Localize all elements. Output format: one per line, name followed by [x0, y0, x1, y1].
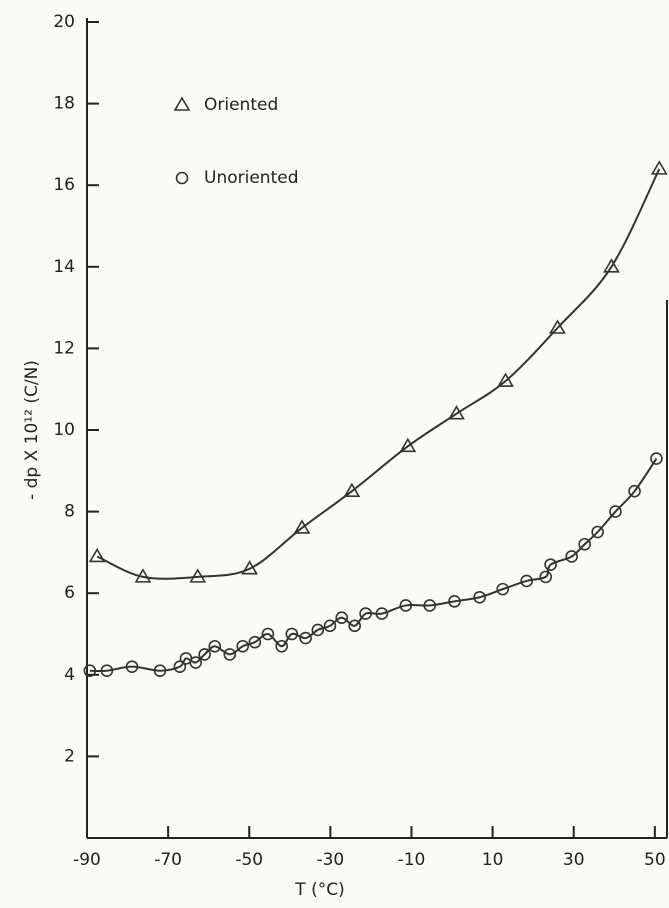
- y-tick-label: 16: [53, 175, 75, 195]
- y-tick-label: 6: [64, 583, 75, 603]
- x-tick-label: -70: [154, 850, 182, 870]
- y-tick-label: 18: [53, 94, 75, 114]
- y-tick-label: 10: [53, 420, 75, 440]
- x-axis-label: T (°C): [294, 880, 344, 900]
- chart: T (°C) - dp X 10¹² (C/N) 2 4 6 8 10 12 14 16 18 2…: [0, 0, 669, 908]
- y-axis-label: - dp X 10¹² (C/N): [22, 360, 42, 500]
- x-tick-label: -10: [398, 850, 426, 870]
- x-tick-label: -30: [316, 850, 344, 870]
- y-tick-label: 20: [53, 12, 75, 32]
- x-tick-label: 50: [644, 850, 666, 870]
- y-tick-label: 4: [64, 665, 75, 685]
- x-tick-label: 30: [563, 850, 585, 870]
- x-tick-label: -90: [73, 850, 101, 870]
- y-tick-label: 14: [53, 257, 75, 277]
- legend-label: Unoriented: [204, 168, 298, 188]
- x-tick-label: 10: [482, 850, 504, 870]
- y-tick-label: 8: [64, 502, 75, 522]
- y-tick-label: 2: [64, 746, 75, 766]
- legend-label: Oriented: [204, 95, 278, 115]
- y-tick-label: 12: [53, 338, 75, 358]
- background: [0, 0, 669, 908]
- x-tick-label: -50: [235, 850, 263, 870]
